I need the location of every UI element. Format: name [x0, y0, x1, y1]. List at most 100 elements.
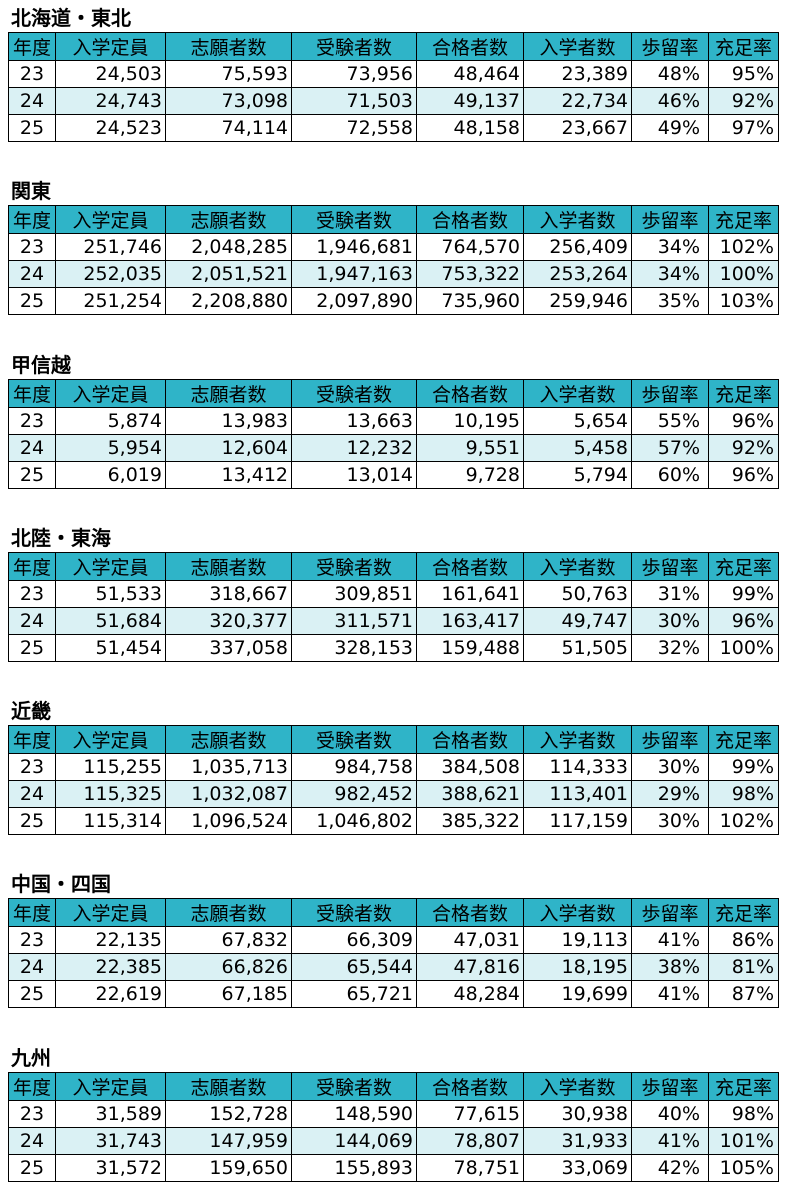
column-header-yield-rate: 歩留率 — [631, 32, 709, 61]
fill-rate-cell: 96% — [708, 607, 779, 635]
table-row: 24 115,325 1,032,087 982,452 388,621 113,401 2… — [8, 780, 779, 808]
table-row: 25 6,019 13,412 13,014 9,728 5,794 60% 96% — [8, 461, 779, 489]
year-cell: 24 — [8, 607, 56, 635]
applicants-cell: 147,959 — [165, 1127, 292, 1155]
fill-rate-cell: 92% — [708, 434, 779, 462]
passed-cell: 163,417 — [416, 607, 524, 635]
column-header-year: 年度 — [8, 725, 56, 754]
column-header-yield-rate: 歩留率 — [631, 205, 709, 234]
capacity-cell: 51,533 — [55, 580, 166, 608]
passed-cell: 48,158 — [416, 114, 524, 142]
column-header-enrolled: 入学者数 — [523, 1072, 632, 1101]
header-row: 年度 入学定員 志願者数 受験者数 合格者数 入学者数 歩留率 充足率 — [8, 725, 779, 754]
fill-rate-cell: 96% — [708, 461, 779, 489]
fill-rate-cell: 103% — [708, 287, 779, 315]
enrolled-cell: 30,938 — [523, 1100, 632, 1128]
column-header-fill-rate: 充足率 — [708, 725, 779, 754]
enrolled-cell: 23,389 — [523, 60, 632, 88]
table-row: 24 5,954 12,604 12,232 9,551 5,458 57% 92% — [8, 434, 779, 462]
passed-cell: 78,751 — [416, 1154, 524, 1182]
yield-rate-cell: 30% — [631, 607, 709, 635]
column-header-fill-rate: 充足率 — [708, 379, 779, 408]
capacity-cell: 6,019 — [55, 461, 166, 489]
fill-rate-cell: 102% — [708, 807, 779, 835]
enrolled-cell: 253,264 — [523, 260, 632, 288]
enrolled-cell: 259,946 — [523, 287, 632, 315]
year-cell: 25 — [8, 807, 56, 835]
passed-cell: 47,816 — [416, 953, 524, 981]
enrolled-cell: 19,113 — [523, 926, 632, 954]
year-cell: 23 — [8, 233, 56, 261]
region-table: 年度 入学定員 志願者数 受験者数 合格者数 入学者数 歩留率 充足率 23 24,503 75,5… — [8, 32, 779, 142]
yield-rate-cell: 29% — [631, 780, 709, 808]
column-header-passed: 合格者数 — [416, 32, 524, 61]
fill-rate-cell: 81% — [708, 953, 779, 981]
applicants-cell: 318,667 — [165, 580, 292, 608]
enrolled-cell: 51,505 — [523, 634, 632, 662]
header-row: 年度 入学定員 志願者数 受験者数 合格者数 入学者数 歩留率 充足率 — [8, 552, 779, 581]
table-row: 23 31,589 152,728 148,590 77,615 30,938 40% 98% — [8, 1100, 779, 1128]
applicants-cell: 2,208,880 — [165, 287, 292, 315]
year-cell: 24 — [8, 780, 56, 808]
header-row: 年度 入学定員 志願者数 受験者数 合格者数 入学者数 歩留率 充足率 — [8, 205, 779, 234]
enrolled-cell: 5,794 — [523, 461, 632, 489]
column-header-examinees: 受験者数 — [291, 898, 417, 927]
examinees-cell: 311,571 — [291, 607, 417, 635]
fill-rate-cell: 98% — [708, 780, 779, 808]
capacity-cell: 251,746 — [55, 233, 166, 261]
table-row: 24 31,743 147,959 144,069 78,807 31,933 41% 101… — [8, 1127, 779, 1155]
table-row: 23 251,746 2,048,285 1,946,681 764,570 256,40… — [8, 233, 779, 261]
applicants-cell: 12,604 — [165, 434, 292, 462]
yield-rate-cell: 57% — [631, 434, 709, 462]
capacity-cell: 22,619 — [55, 980, 166, 1008]
year-cell: 25 — [8, 634, 56, 662]
year-cell: 25 — [8, 114, 56, 142]
region-table: 年度 入学定員 志願者数 受験者数 合格者数 入学者数 歩留率 充足率 23 22,135 67,8… — [8, 898, 779, 1008]
passed-cell: 753,322 — [416, 260, 524, 288]
fill-rate-cell: 99% — [708, 753, 779, 781]
examinees-cell: 71,503 — [291, 87, 417, 115]
enrolled-cell: 31,933 — [523, 1127, 632, 1155]
yield-rate-cell: 35% — [631, 287, 709, 315]
column-header-passed: 合格者数 — [416, 1072, 524, 1101]
applicants-cell: 74,114 — [165, 114, 292, 142]
passed-cell: 384,508 — [416, 753, 524, 781]
table-row: 23 51,533 318,667 309,851 161,641 50,763 31% 99… — [8, 580, 779, 608]
yield-rate-cell: 34% — [631, 260, 709, 288]
column-header-examinees: 受験者数 — [291, 379, 417, 408]
column-header-capacity: 入学定員 — [55, 32, 166, 61]
column-header-year: 年度 — [8, 898, 56, 927]
region-table: 年度 入学定員 志願者数 受験者数 合格者数 入学者数 歩留率 充足率 23 5,874 13,98… — [8, 379, 779, 489]
year-cell: 23 — [8, 753, 56, 781]
table-row: 24 252,035 2,051,521 1,947,163 753,322 253,26… — [8, 260, 779, 288]
column-header-passed: 合格者数 — [416, 898, 524, 927]
fill-rate-cell: 98% — [708, 1100, 779, 1128]
column-header-yield-rate: 歩留率 — [631, 898, 709, 927]
passed-cell: 48,464 — [416, 60, 524, 88]
capacity-cell: 31,743 — [55, 1127, 166, 1155]
yield-rate-cell: 60% — [631, 461, 709, 489]
column-header-fill-rate: 充足率 — [708, 32, 779, 61]
column-header-capacity: 入学定員 — [55, 205, 166, 234]
capacity-cell: 31,572 — [55, 1154, 166, 1182]
column-header-applicants: 志願者数 — [165, 898, 292, 927]
passed-cell: 9,728 — [416, 461, 524, 489]
applicants-cell: 73,098 — [165, 87, 292, 115]
yield-rate-cell: 49% — [631, 114, 709, 142]
passed-cell: 78,807 — [416, 1127, 524, 1155]
region-section: 近畿 年度 入学定員 志願者数 受験者数 合格者数 入学者数 歩留率 充足率 23 115,255 1… — [8, 697, 779, 835]
yield-rate-cell: 46% — [631, 87, 709, 115]
table-row: 25 24,523 74,114 72,558 48,158 23,667 49% 97% — [8, 114, 779, 142]
examinees-cell: 1,946,681 — [291, 233, 417, 261]
applicants-cell: 320,377 — [165, 607, 292, 635]
column-header-passed: 合格者数 — [416, 725, 524, 754]
table-row: 23 22,135 67,832 66,309 47,031 19,113 41% 86% — [8, 926, 779, 954]
capacity-cell: 22,385 — [55, 953, 166, 981]
capacity-cell: 5,874 — [55, 407, 166, 435]
table-row: 24 24,743 73,098 71,503 49,137 22,734 46% 92% — [8, 87, 779, 115]
column-header-fill-rate: 充足率 — [708, 552, 779, 581]
examinees-cell: 984,758 — [291, 753, 417, 781]
enrolled-cell: 22,734 — [523, 87, 632, 115]
region-section: 甲信越 年度 入学定員 志願者数 受験者数 合格者数 入学者数 歩留率 充足率 23 5,874 13… — [8, 351, 779, 489]
table-row: 25 251,254 2,208,880 2,097,890 735,960 259,94… — [8, 287, 779, 315]
